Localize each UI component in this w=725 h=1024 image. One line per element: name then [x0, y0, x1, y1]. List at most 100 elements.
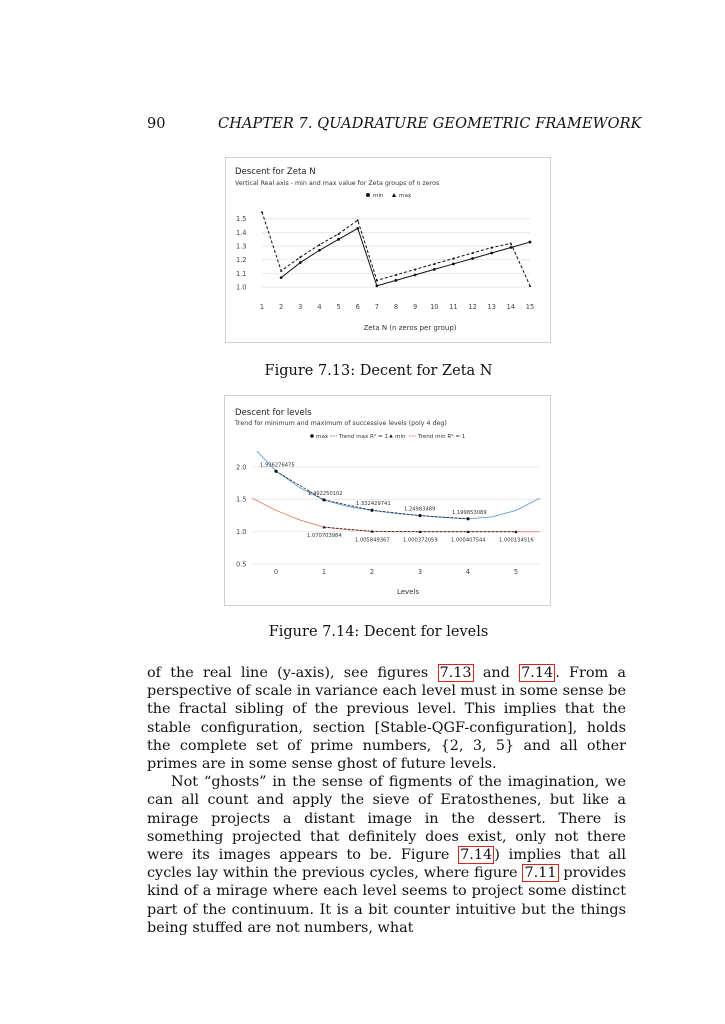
data-point-min [452, 262, 455, 266]
paragraph: of the real line (y-axis), see figures 7… [147, 664, 626, 773]
figure-caption-zeta: Figure 7.13: Decent for Zeta N [264, 363, 493, 379]
figure-reference-link[interactable]: 7.14 [519, 664, 556, 682]
data-point-max [260, 210, 264, 214]
x-tick-label: 5 [514, 568, 518, 576]
data-point-min [528, 240, 532, 244]
chart-levels-svg: Descent for levels Trend for minimum and … [234, 408, 541, 596]
paragraph-text: provides kind of a mirage where each lev… [147, 865, 626, 936]
data-point-max [471, 251, 474, 255]
y-tick-label: 0.5 [236, 560, 247, 568]
data-point-min [337, 237, 340, 241]
y-tick-label: 1.5 [236, 496, 247, 504]
data-point-min [432, 268, 436, 271]
data-point-min [375, 284, 379, 288]
data-point-min [356, 227, 360, 230]
x-axis-title: Levels [397, 588, 419, 596]
legend-marker-max [310, 434, 314, 438]
x-tick-label: 1 [260, 303, 264, 311]
x-tick-label: 7 [375, 303, 379, 311]
y-tick-label: 1.0 [236, 283, 247, 291]
x-tick-label: 14 [507, 303, 515, 311]
x-tick-label: 9 [413, 303, 417, 311]
x-tick-label: 3 [298, 303, 302, 311]
data-label-min: 1.005849367 [355, 537, 390, 543]
data-label-max: 1.199853089 [452, 510, 487, 516]
data-point-min [298, 261, 302, 264]
paragraph-text: and [473, 665, 520, 681]
y-tick-label: 1.5 [236, 215, 247, 223]
legend-marker-min [366, 193, 370, 197]
data-point-min [471, 257, 474, 260]
figure-reference-link[interactable]: 7.14 [458, 846, 495, 865]
data-point-max [466, 517, 470, 521]
data-point-min [509, 246, 513, 249]
x-tick-label: 11 [449, 303, 457, 311]
series-line-min [280, 227, 531, 287]
x-tick-label: 12 [468, 303, 476, 311]
body-text: of the real line (y-axis), see figures 7… [147, 664, 626, 937]
x-tick-label: 0 [274, 568, 278, 576]
chart-zeta-svg: Descent for Zeta N Vertical Real axis - m… [235, 167, 534, 332]
legend-marker-max [391, 193, 397, 198]
y-tick-label: 1.2 [236, 256, 247, 264]
trend-line-max [256, 450, 541, 520]
paragraph: Not “ghosts” in the sense of figments of… [147, 773, 626, 937]
x-tick-label: 15 [526, 303, 534, 311]
data-point-min [318, 248, 321, 252]
chart-title: Descent for levels [235, 408, 312, 418]
x-axis-title: Zeta N (n zeros per group) [364, 324, 457, 332]
figure-reference-link[interactable]: 7.11 [522, 864, 559, 883]
figure-chart-zeta: Descent for Zeta N Vertical Real axis - m… [225, 157, 551, 343]
data-label-min: 1.070703984 [307, 533, 342, 539]
data-point-max [432, 262, 436, 265]
chart-title: Descent for Zeta N [235, 167, 316, 177]
x-tick-label: 5 [336, 303, 340, 311]
x-tick-label: 2 [279, 303, 283, 311]
legend-label: Trend max R² = 1 [338, 433, 388, 440]
data-point-min [514, 530, 518, 533]
x-tick-label: 4 [317, 303, 321, 311]
y-tick-label: 1.0 [236, 528, 247, 536]
page-number: 90 [147, 116, 166, 132]
data-point-min [413, 273, 417, 277]
data-point-max [322, 498, 326, 502]
data-label-min: 1.000372059 [403, 538, 438, 544]
data-point-max [337, 232, 340, 235]
data-label-max: 1.936276475 [260, 462, 295, 468]
y-tick-label: 1.4 [236, 229, 247, 237]
x-tick-label: 8 [394, 303, 398, 311]
x-tick-label: 1 [322, 568, 326, 576]
data-label-max: 1.24983489 [404, 507, 435, 513]
data-point-max [418, 513, 422, 518]
data-point-max [490, 246, 494, 249]
data-point-max [375, 279, 379, 282]
data-label-min: 1.000407544 [451, 538, 486, 544]
data-point-max [279, 269, 283, 272]
y-tick-label: 1.1 [236, 270, 247, 278]
data-point-max [452, 257, 455, 260]
legend-label: Trend min R² = 1 [417, 433, 466, 440]
data-point-max [318, 243, 321, 246]
data-point-max [356, 218, 360, 222]
data-point-max [528, 284, 532, 287]
legend-label: max [316, 434, 329, 440]
legend-marker-min [389, 434, 393, 438]
figure-chart-levels: Descent for levels Trend for minimum and … [224, 395, 551, 606]
x-tick-label: 13 [488, 303, 496, 311]
figure-reference-link[interactable]: 7.13 [437, 664, 474, 682]
data-point-max [370, 508, 374, 512]
x-tick-label: 2 [370, 568, 374, 576]
paragraph-text: ) implies that all cycles lay within the… [147, 847, 626, 882]
chart-subtitle: Vertical Real axis - min and max value f… [235, 180, 439, 187]
legend-label: min [373, 193, 384, 199]
data-point-min [322, 525, 326, 529]
data-point-max [394, 273, 398, 276]
data-label-min: 1.000134516 [499, 538, 534, 544]
data-label-max: 1.332429741 [356, 501, 391, 507]
x-tick-label: 6 [356, 303, 360, 311]
legend-label: max [399, 193, 412, 199]
x-tick-label: 10 [430, 303, 438, 311]
x-tick-label: 4 [466, 568, 470, 576]
data-point-max [413, 268, 417, 271]
data-point-max [509, 242, 513, 245]
